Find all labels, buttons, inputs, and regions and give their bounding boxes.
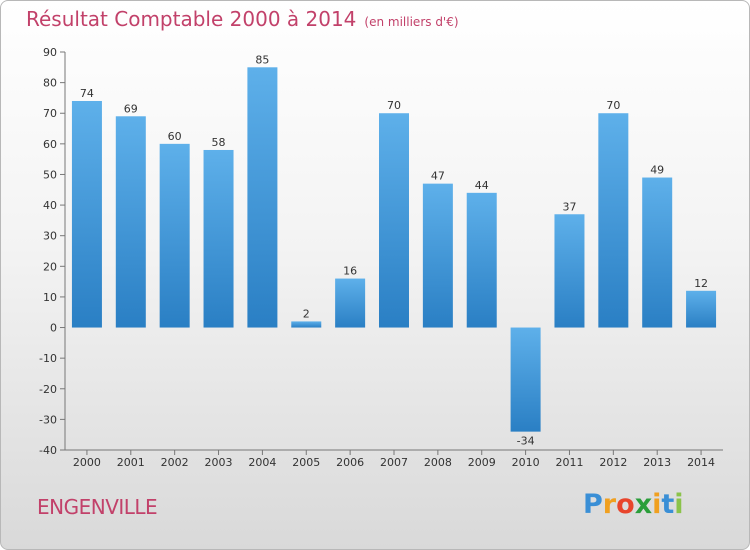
bar-2000 bbox=[71, 100, 102, 328]
bar-2009 bbox=[466, 192, 497, 328]
logo-letter: t bbox=[661, 489, 675, 520]
y-tick-label: 10 bbox=[43, 291, 57, 304]
data-label-2011: 37 bbox=[562, 200, 576, 213]
x-tick-label: 2001 bbox=[117, 456, 145, 469]
y-tick-label: 50 bbox=[43, 168, 57, 181]
data-label-2012: 70 bbox=[606, 99, 620, 112]
bar-2002 bbox=[159, 143, 190, 328]
bars bbox=[71, 67, 717, 432]
x-tick-label: 2010 bbox=[512, 456, 540, 469]
chart-subtitle: (en milliers d'€) bbox=[364, 15, 459, 29]
x-tick-label: 2012 bbox=[599, 456, 627, 469]
data-label-2009: 44 bbox=[475, 179, 489, 192]
y-tick-label: 40 bbox=[43, 199, 57, 212]
y-tick-label: -40 bbox=[39, 444, 57, 457]
y-tick-label: 70 bbox=[43, 107, 57, 120]
x-tick-label: 2000 bbox=[73, 456, 101, 469]
data-label-2002: 60 bbox=[168, 130, 182, 143]
chart-title: Résultat Comptable 2000 à 2014 bbox=[26, 7, 357, 31]
chart-title-block: Résultat Comptable 2000 à 2014 (en millie… bbox=[26, 7, 459, 31]
x-tick-label: 2008 bbox=[424, 456, 452, 469]
bar-2006 bbox=[335, 278, 366, 328]
bar-2010 bbox=[510, 327, 541, 432]
y-tick-label: -30 bbox=[39, 413, 57, 426]
bar-2011 bbox=[554, 214, 585, 328]
logo-letter: x bbox=[634, 489, 653, 520]
x-tick-label: 2007 bbox=[380, 456, 408, 469]
bar-2003 bbox=[203, 149, 234, 328]
data-label-2003: 58 bbox=[212, 136, 226, 149]
commune-name: ENGENVILLE bbox=[37, 495, 158, 519]
bar-2008 bbox=[422, 183, 453, 328]
data-label-2013: 49 bbox=[650, 164, 664, 177]
data-label-2007: 70 bbox=[387, 99, 401, 112]
bar-2001 bbox=[115, 116, 146, 328]
data-label-2005: 2 bbox=[303, 307, 310, 320]
data-label-2000: 74 bbox=[80, 87, 94, 100]
logo-letter: r bbox=[602, 489, 617, 520]
y-tick-label: -10 bbox=[39, 352, 57, 365]
x-tick-label: 2003 bbox=[205, 456, 233, 469]
logo-letter: i bbox=[652, 489, 662, 520]
y-tick-label: 20 bbox=[43, 260, 57, 273]
y-tick-label: 80 bbox=[43, 77, 57, 90]
logo-letter: o bbox=[616, 489, 635, 520]
bar-2012 bbox=[598, 113, 629, 328]
y-tick-label: 60 bbox=[43, 138, 57, 151]
data-labels: 74 69 60 58 85 2 16 70 47 44 -34 37 70 49 12 bbox=[80, 53, 708, 447]
y-tick-label: 30 bbox=[43, 230, 57, 243]
x-tick-label: 2013 bbox=[643, 456, 671, 469]
bar-2005 bbox=[291, 321, 322, 328]
x-tick-label: 2004 bbox=[248, 456, 276, 469]
data-label-2001: 69 bbox=[124, 102, 138, 115]
x-tick-label: 2014 bbox=[687, 456, 715, 469]
bar-2014 bbox=[686, 290, 717, 328]
data-label-2014: 12 bbox=[694, 277, 708, 290]
x-tick-label: 2011 bbox=[555, 456, 583, 469]
proxiti-logo[interactable]: Proxiti bbox=[583, 489, 684, 520]
bar-2007 bbox=[379, 113, 409, 328]
bar-2013 bbox=[642, 177, 673, 328]
logo-letter: P bbox=[583, 489, 603, 520]
data-label-2008: 47 bbox=[431, 170, 445, 183]
y-tick-label: -20 bbox=[39, 383, 57, 396]
data-label-2006: 16 bbox=[343, 265, 357, 278]
logo-letter: i bbox=[674, 489, 684, 520]
y-tick-label: 0 bbox=[50, 322, 57, 335]
x-tick-label: 2006 bbox=[336, 456, 364, 469]
y-tick-label: 90 bbox=[43, 46, 57, 59]
data-label-2010: -34 bbox=[517, 435, 535, 448]
bar-2004 bbox=[247, 67, 278, 328]
x-tick-label: 2009 bbox=[468, 456, 496, 469]
x-tick-label: 2005 bbox=[292, 456, 320, 469]
data-label-2004: 85 bbox=[255, 53, 269, 66]
x-tick-label: 2002 bbox=[161, 456, 189, 469]
